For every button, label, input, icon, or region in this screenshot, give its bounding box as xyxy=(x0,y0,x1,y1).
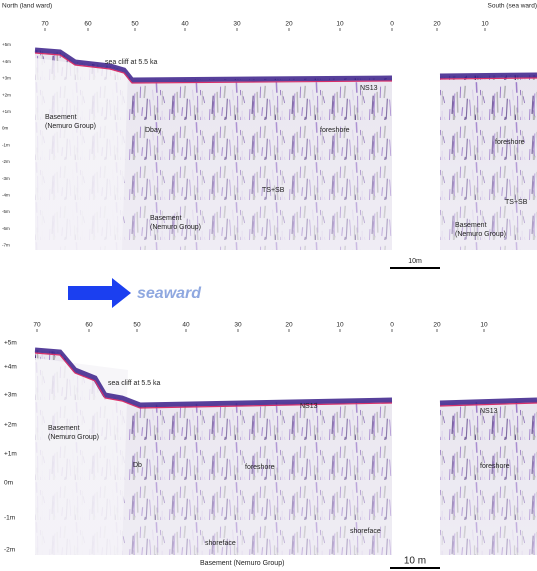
annotation: shoreface xyxy=(205,540,236,547)
distance-tick-label: 70 xyxy=(41,21,49,28)
fade xyxy=(440,400,537,555)
distance-tick-label: 0 xyxy=(390,322,394,329)
distance-tick-label: 20 xyxy=(433,21,441,28)
distance-tick-label: 0 xyxy=(390,21,394,28)
annotation: foreshore xyxy=(480,463,510,470)
annotation: NS13 xyxy=(360,85,378,92)
depth-tick-label: +1m xyxy=(4,451,17,458)
annotation: (Nemuro Group) xyxy=(455,231,506,238)
depth-tick-label: 0m xyxy=(2,126,9,131)
annotation: Basement xyxy=(455,222,487,229)
scale-bar-label: 10m xyxy=(408,258,422,265)
annotation: TS+SB xyxy=(262,187,285,194)
distance-tick-label: 50 xyxy=(131,21,139,28)
depth-tick-label: +2m xyxy=(2,92,11,97)
depth-tick-label: +4m xyxy=(4,364,17,371)
distance-tick-label: 20 xyxy=(285,21,293,28)
annotation: Basement (Nemuro Group) xyxy=(200,560,284,567)
depth-tick-label: -7m xyxy=(2,243,10,248)
annotation: sea cliff at 5.5 ka xyxy=(105,59,158,66)
annotation: NS13 xyxy=(300,403,318,410)
depth-tick-label: -6m xyxy=(2,226,10,231)
figure: North (land ward) South (sea ward) seawa… xyxy=(0,0,537,571)
left-header: North (land ward) xyxy=(2,3,52,10)
distance-tick-label: 10 xyxy=(336,322,344,329)
annotation: foreshore xyxy=(320,127,350,134)
distance-tick-label: 40 xyxy=(181,21,189,28)
distance-tick-label: 30 xyxy=(234,322,242,329)
right-header: South (sea ward) xyxy=(488,3,537,10)
annotation: NS13 xyxy=(480,408,498,415)
depth-tick-label: -5m xyxy=(2,209,10,214)
surface-reflector xyxy=(440,400,537,403)
depth-tick-label: -1m xyxy=(2,142,10,147)
annotation: foreshore xyxy=(495,139,525,146)
annotation: Basement xyxy=(48,425,80,432)
annotation: sea cliff at 5.5 ka xyxy=(108,380,161,387)
annotation: foreshore xyxy=(245,464,275,471)
depth-tick-label: -4m xyxy=(2,192,10,197)
distance-tick-label: 50 xyxy=(133,322,141,329)
annotation: Basement xyxy=(45,114,77,121)
depth-tick-label: +1m xyxy=(2,109,11,114)
depth-tick-label: +2m xyxy=(4,422,17,429)
annotation: (Nemuro Group) xyxy=(45,123,96,130)
distance-tick-label: 70 xyxy=(33,322,41,329)
annotation: shoreface xyxy=(350,528,381,535)
depth-tick-label: +3m xyxy=(2,76,11,81)
annotation: TS+SB xyxy=(505,199,528,206)
depth-tick-label: +4m xyxy=(2,59,11,64)
depth-tick-label: +5m xyxy=(2,42,11,47)
distance-tick-label: 60 xyxy=(84,21,92,28)
annotation: (Nemuro Group) xyxy=(150,224,201,231)
profiles xyxy=(35,50,537,555)
distance-tick-label: 40 xyxy=(182,322,190,329)
depth-tick-label: -2m xyxy=(2,159,10,164)
annotation: (Nemuro Group) xyxy=(48,434,99,441)
distance-tick-label: 10 xyxy=(480,322,488,329)
distance-tick-label: 20 xyxy=(285,322,293,329)
seaward-arrow xyxy=(68,278,131,308)
annotation: Basement xyxy=(150,215,182,222)
annotation: Db xyxy=(133,462,142,469)
depth-tick-label: -1m xyxy=(4,515,15,522)
arrow-label: seaward xyxy=(137,285,202,302)
scale-bar-label: 10 m xyxy=(404,556,426,567)
distance-tick-label: 30 xyxy=(233,21,241,28)
distance-tick-label: 10 xyxy=(336,21,344,28)
distance-tick-label: 20 xyxy=(433,322,441,329)
depth-tick-label: 0m xyxy=(4,480,13,487)
surface-reflector xyxy=(440,75,537,76)
depth-tick-label: -3m xyxy=(2,176,10,181)
fade xyxy=(35,350,392,555)
depth-tick-label: -2m xyxy=(4,547,15,554)
annotation: Dbay xyxy=(145,127,162,134)
depth-tick-label: +3m xyxy=(4,392,17,399)
depth-tick-label: +5m xyxy=(4,340,17,347)
distance-tick-label: 10 xyxy=(481,21,489,28)
distance-tick-label: 60 xyxy=(85,322,93,329)
